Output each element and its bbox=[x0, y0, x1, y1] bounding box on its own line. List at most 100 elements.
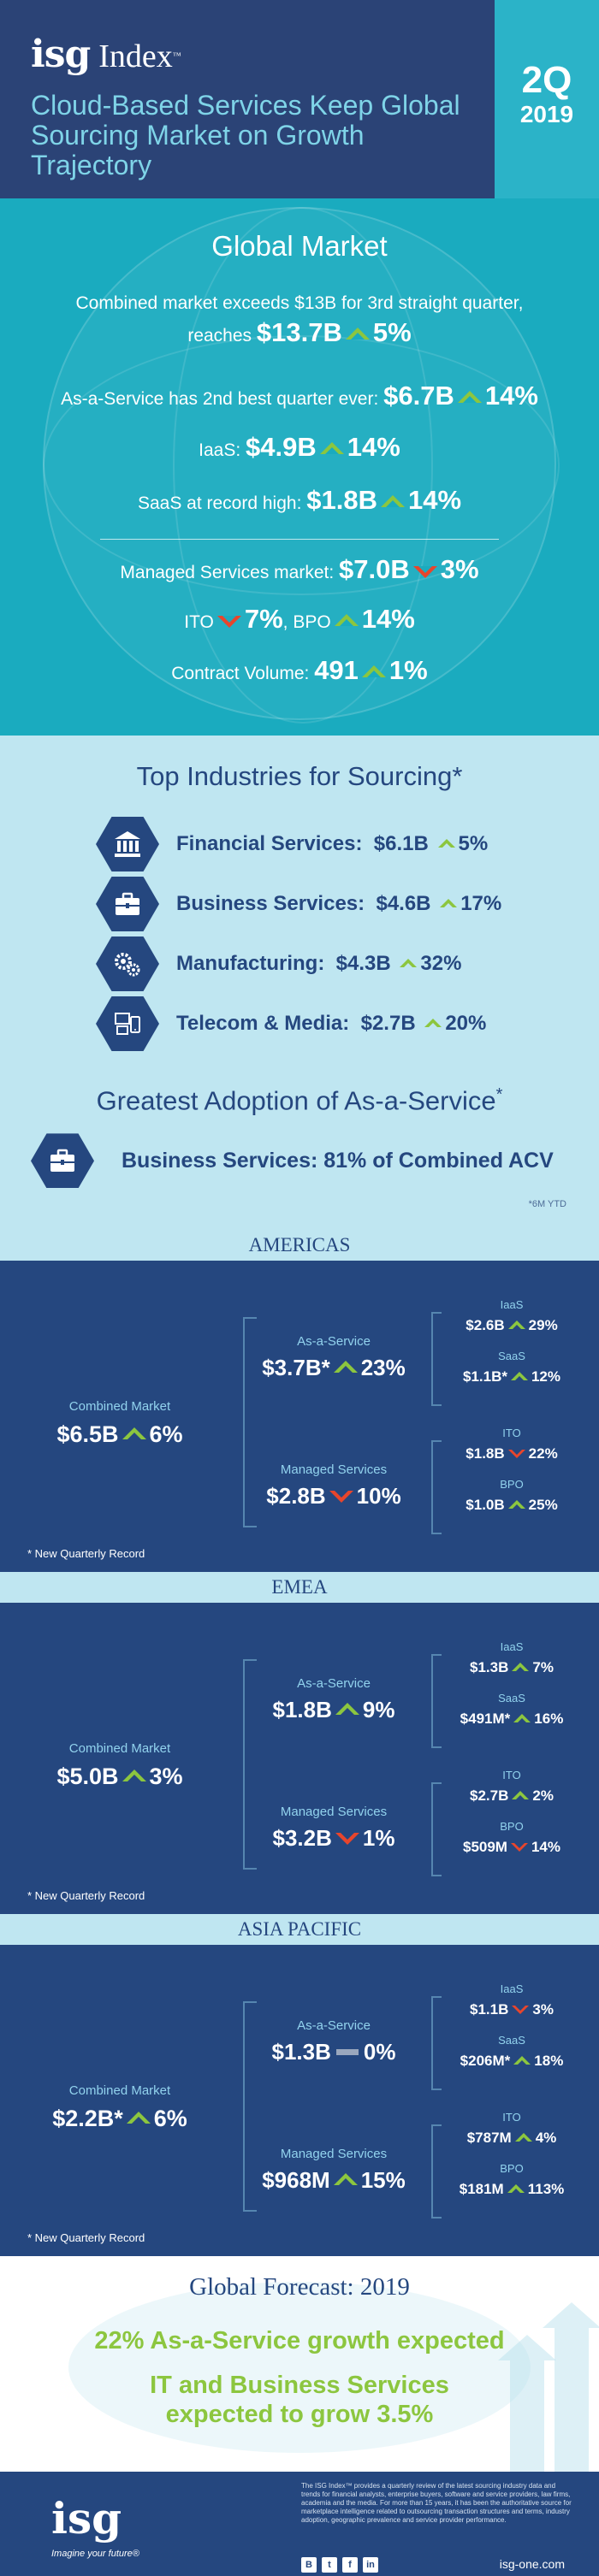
arrow-down-icon bbox=[335, 1833, 359, 1846]
arrow-up-icon bbox=[513, 1713, 531, 1723]
saas-label: SaaS bbox=[498, 1692, 525, 1705]
arrow-up-icon bbox=[498, 2335, 556, 2472]
bank-icon bbox=[96, 817, 159, 871]
new-record-note: * New Quarterly Record bbox=[27, 1547, 145, 1560]
forecast-section: Global Forecast: 2019 22% As-a-Service g… bbox=[0, 2256, 599, 2472]
saas-value: $206M* 18% bbox=[460, 2053, 564, 2069]
combined-market-value: $2.2B* 6% bbox=[52, 2106, 187, 2131]
saas-label: SaaS bbox=[498, 1350, 525, 1362]
bracket bbox=[431, 1440, 442, 1534]
briefcase-icon bbox=[96, 877, 159, 931]
arrow-down-icon bbox=[329, 1491, 353, 1504]
bracket bbox=[431, 1782, 442, 1876]
arrow-up-icon bbox=[335, 1703, 359, 1716]
list-item: Business Services: $4.6B 17% bbox=[0, 874, 599, 934]
twitter-icon[interactable]: t bbox=[322, 2557, 337, 2573]
as-a-service-label: As-a-Service bbox=[297, 1676, 371, 1691]
year-label: 2019 bbox=[519, 101, 574, 127]
blog-icon[interactable]: B bbox=[301, 2557, 317, 2573]
as-a-service-label: As-a-Service bbox=[297, 2018, 371, 2033]
bpo-value: $509M 14% bbox=[462, 1839, 560, 1855]
as-a-service-value: $1.8B 9% bbox=[272, 1697, 395, 1722]
combined-market-value: $6.5B 6% bbox=[56, 1421, 183, 1447]
arrow-up-icon bbox=[361, 665, 386, 678]
saas-value: $491M* 16% bbox=[460, 1710, 564, 1727]
iaas-label: IaaS bbox=[500, 1640, 524, 1653]
global-market-title: Global Market bbox=[211, 230, 388, 262]
iaas-label: IaaS bbox=[500, 1982, 524, 1995]
arrow-down-icon bbox=[512, 2005, 530, 2014]
social-links: B t f in bbox=[301, 2557, 378, 2573]
managed-services-value: $968M 15% bbox=[262, 2167, 406, 2193]
region-block: Combined Market $5.0B 3% As-a-Service $1.8B 9… bbox=[0, 1603, 599, 1914]
bracket bbox=[243, 1317, 257, 1527]
ito-bpo-line: ITO 7%, BPO 14% bbox=[184, 604, 415, 634]
headline: Cloud-Based Services Keep Global Sourcin… bbox=[31, 90, 460, 180]
list-item: Financial Services: $6.1B 5% bbox=[0, 814, 599, 874]
iaas-value: $1.1B 3% bbox=[470, 2001, 554, 2018]
arrow-up-icon bbox=[319, 442, 344, 455]
region-block: Combined Market $6.5B 6% As-a-Service $3.7B*… bbox=[0, 1261, 599, 1572]
bpo-label: BPO bbox=[500, 1820, 524, 1833]
arrow-down-icon bbox=[216, 616, 241, 629]
arrow-up-icon bbox=[122, 1769, 146, 1781]
iaas-line: IaaS: $4.9B 14% bbox=[199, 432, 400, 462]
divider bbox=[100, 539, 499, 540]
region-header: ASIA PACIFIC bbox=[0, 1914, 599, 1957]
arrow-up-icon bbox=[122, 1427, 146, 1439]
arrow-up-icon bbox=[334, 614, 359, 627]
saas-line: SaaS at record high: $1.8B 14% bbox=[137, 485, 462, 515]
footer: isg Imagine your future® The ISG Index™ … bbox=[0, 2472, 599, 2576]
linkedin-icon[interactable]: in bbox=[363, 2557, 378, 2573]
new-record-note: * New Quarterly Record bbox=[27, 2231, 145, 2244]
region-header: AMERICAS bbox=[0, 1230, 599, 1273]
quarter-badge: 2Q 2019 bbox=[495, 0, 599, 198]
adoption-row: Business Services: 81% of Combined ACV bbox=[0, 1133, 599, 1189]
arrow-up-icon bbox=[126, 2111, 151, 2124]
arrow-up-icon bbox=[510, 1371, 528, 1381]
ito-value: $1.8B 22% bbox=[466, 1445, 558, 1462]
arrow-up-icon bbox=[507, 1499, 525, 1510]
as-a-service-value: $3.7B* 23% bbox=[262, 1355, 406, 1380]
bracket bbox=[243, 1659, 257, 1870]
combined-market-label: Combined Market bbox=[68, 1741, 171, 1756]
forecast-line-2: IT and Business Services expected to gro… bbox=[150, 2372, 449, 2428]
bpo-value: $1.0B 25% bbox=[466, 1497, 558, 1513]
industries-section: Top Industries for Sourcing* Financial S… bbox=[0, 736, 599, 1230]
global-market-section: Global Market Combined market exceeds $1… bbox=[0, 198, 599, 736]
bracket bbox=[431, 1654, 442, 1748]
saas-label: SaaS bbox=[498, 2034, 525, 2047]
managed-services-label: Managed Services bbox=[280, 1805, 388, 1819]
iaas-value: $2.6B 29% bbox=[466, 1317, 558, 1333]
bracket bbox=[431, 2124, 442, 2219]
arrow-up-icon bbox=[507, 1320, 525, 1330]
contract-volume-line: Contract Volume: 491 1% bbox=[171, 655, 428, 685]
quarter-label: 2Q bbox=[521, 59, 572, 101]
facebook-icon[interactable]: f bbox=[342, 2557, 358, 2573]
iaas-label: IaaS bbox=[500, 1298, 524, 1311]
devices-icon bbox=[96, 996, 159, 1051]
arrow-up-icon bbox=[440, 898, 458, 908]
arrow-down-icon bbox=[412, 566, 437, 579]
combined-market-value: $5.0B 3% bbox=[56, 1764, 183, 1789]
as-a-service-value: $1.3B 0% bbox=[271, 2039, 396, 2065]
arrow-up-icon bbox=[514, 2132, 532, 2142]
arrow-up-icon bbox=[345, 328, 370, 340]
arrow-up-icon bbox=[543, 2302, 599, 2472]
bpo-value: $181M 113% bbox=[459, 2181, 565, 2197]
website-link[interactable]: isg-one.com bbox=[499, 2557, 565, 2571]
ito-label: ITO bbox=[502, 1769, 521, 1781]
arrow-up-icon bbox=[380, 495, 405, 508]
logo-index: Index™ bbox=[98, 38, 181, 74]
iaas-value: $1.3B 7% bbox=[470, 1659, 554, 1675]
bpo-label: BPO bbox=[500, 2162, 524, 2175]
bracket bbox=[431, 1996, 442, 2090]
saas-value: $1.1B* 12% bbox=[462, 1368, 560, 1385]
bracket bbox=[243, 2001, 257, 2212]
flat-dash-icon bbox=[335, 2048, 359, 2055]
regions: AMERICAS Combined Market $6.5B 6% As-a-Servi… bbox=[0, 1230, 599, 2256]
ito-label: ITO bbox=[502, 2111, 521, 2124]
arrow-up-icon bbox=[333, 2173, 358, 2186]
list-item: Telecom & Media: $2.7B 20% bbox=[0, 994, 599, 1054]
